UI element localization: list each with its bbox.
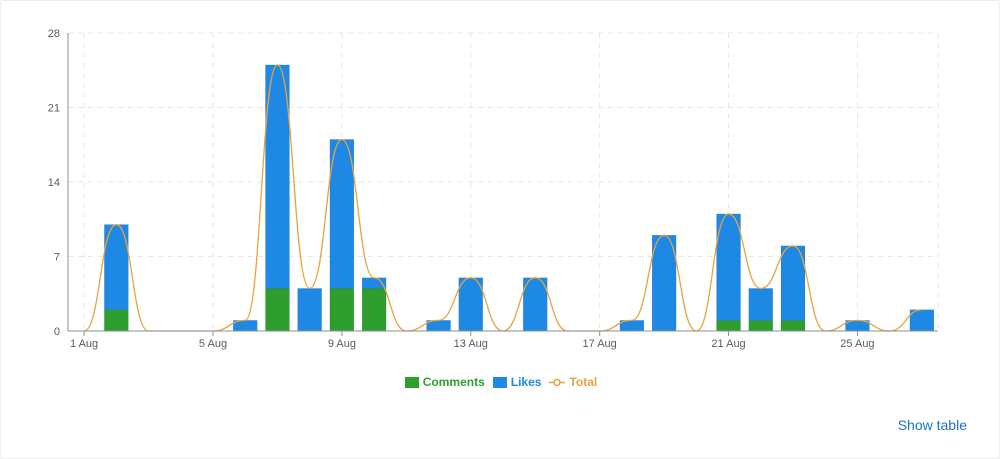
bar-likes-9 [329,139,355,289]
bar-likes-7 [265,64,290,289]
show-table-link[interactable]: Show table [897,417,967,433]
series-line-total [83,64,922,332]
x-tick-label: 25 Aug [840,338,874,350]
legend-label-comments: Comments [422,375,485,389]
y-tick-label: 28 [48,28,60,40]
y-tick-label: 0 [54,326,60,338]
x-tick-label: 5 Aug [199,338,227,350]
y-tick-label: 21 [48,103,60,115]
legend-item-likes[interactable]: Likes [492,375,542,389]
legend-swatch-comments [404,376,419,388]
bar-likes-21 [716,213,741,321]
chart-legend: Comments Likes Total [1,375,1000,389]
legend-item-comments[interactable]: Comments [404,375,485,389]
bar-comments-7 [265,288,290,332]
legend-item-total[interactable]: Total [549,375,597,389]
legend-label-likes: Likes [510,375,542,389]
x-tick-label: 9 Aug [328,338,356,350]
bar-comments-21 [716,320,741,332]
x-tick-label: 13 Aug [454,338,488,350]
bar-comments-9 [329,288,355,332]
bar-likes-15 [522,277,548,332]
legend-swatch-likes [492,376,507,388]
x-tick-label: 21 Aug [711,338,745,350]
bar-likes-23 [780,245,806,321]
chart-canvas: 0 7 14 21 28 1 Aug 5 Aug 9 Aug 13 Aug 17 Aug 21 Au… [48,28,939,350]
bar-likes-13 [458,277,484,332]
bar-comments-22 [748,320,774,332]
bar-likes-8 [297,288,322,332]
bar-likes-22 [748,288,774,321]
bar-comments-23 [780,320,806,332]
bar-likes-19 [651,234,677,332]
y-tick-label: 7 [54,252,60,264]
legend-swatch-total [549,378,566,386]
bar-likes-2 [104,224,129,310]
bar-comments-10 [361,288,387,332]
bar-comments-2 [104,309,129,332]
x-tick-label: 1 Aug [70,338,98,350]
legend-label-total: Total [569,375,598,389]
x-tick-label: 17 Aug [583,338,617,350]
y-tick-label: 14 [48,177,60,189]
